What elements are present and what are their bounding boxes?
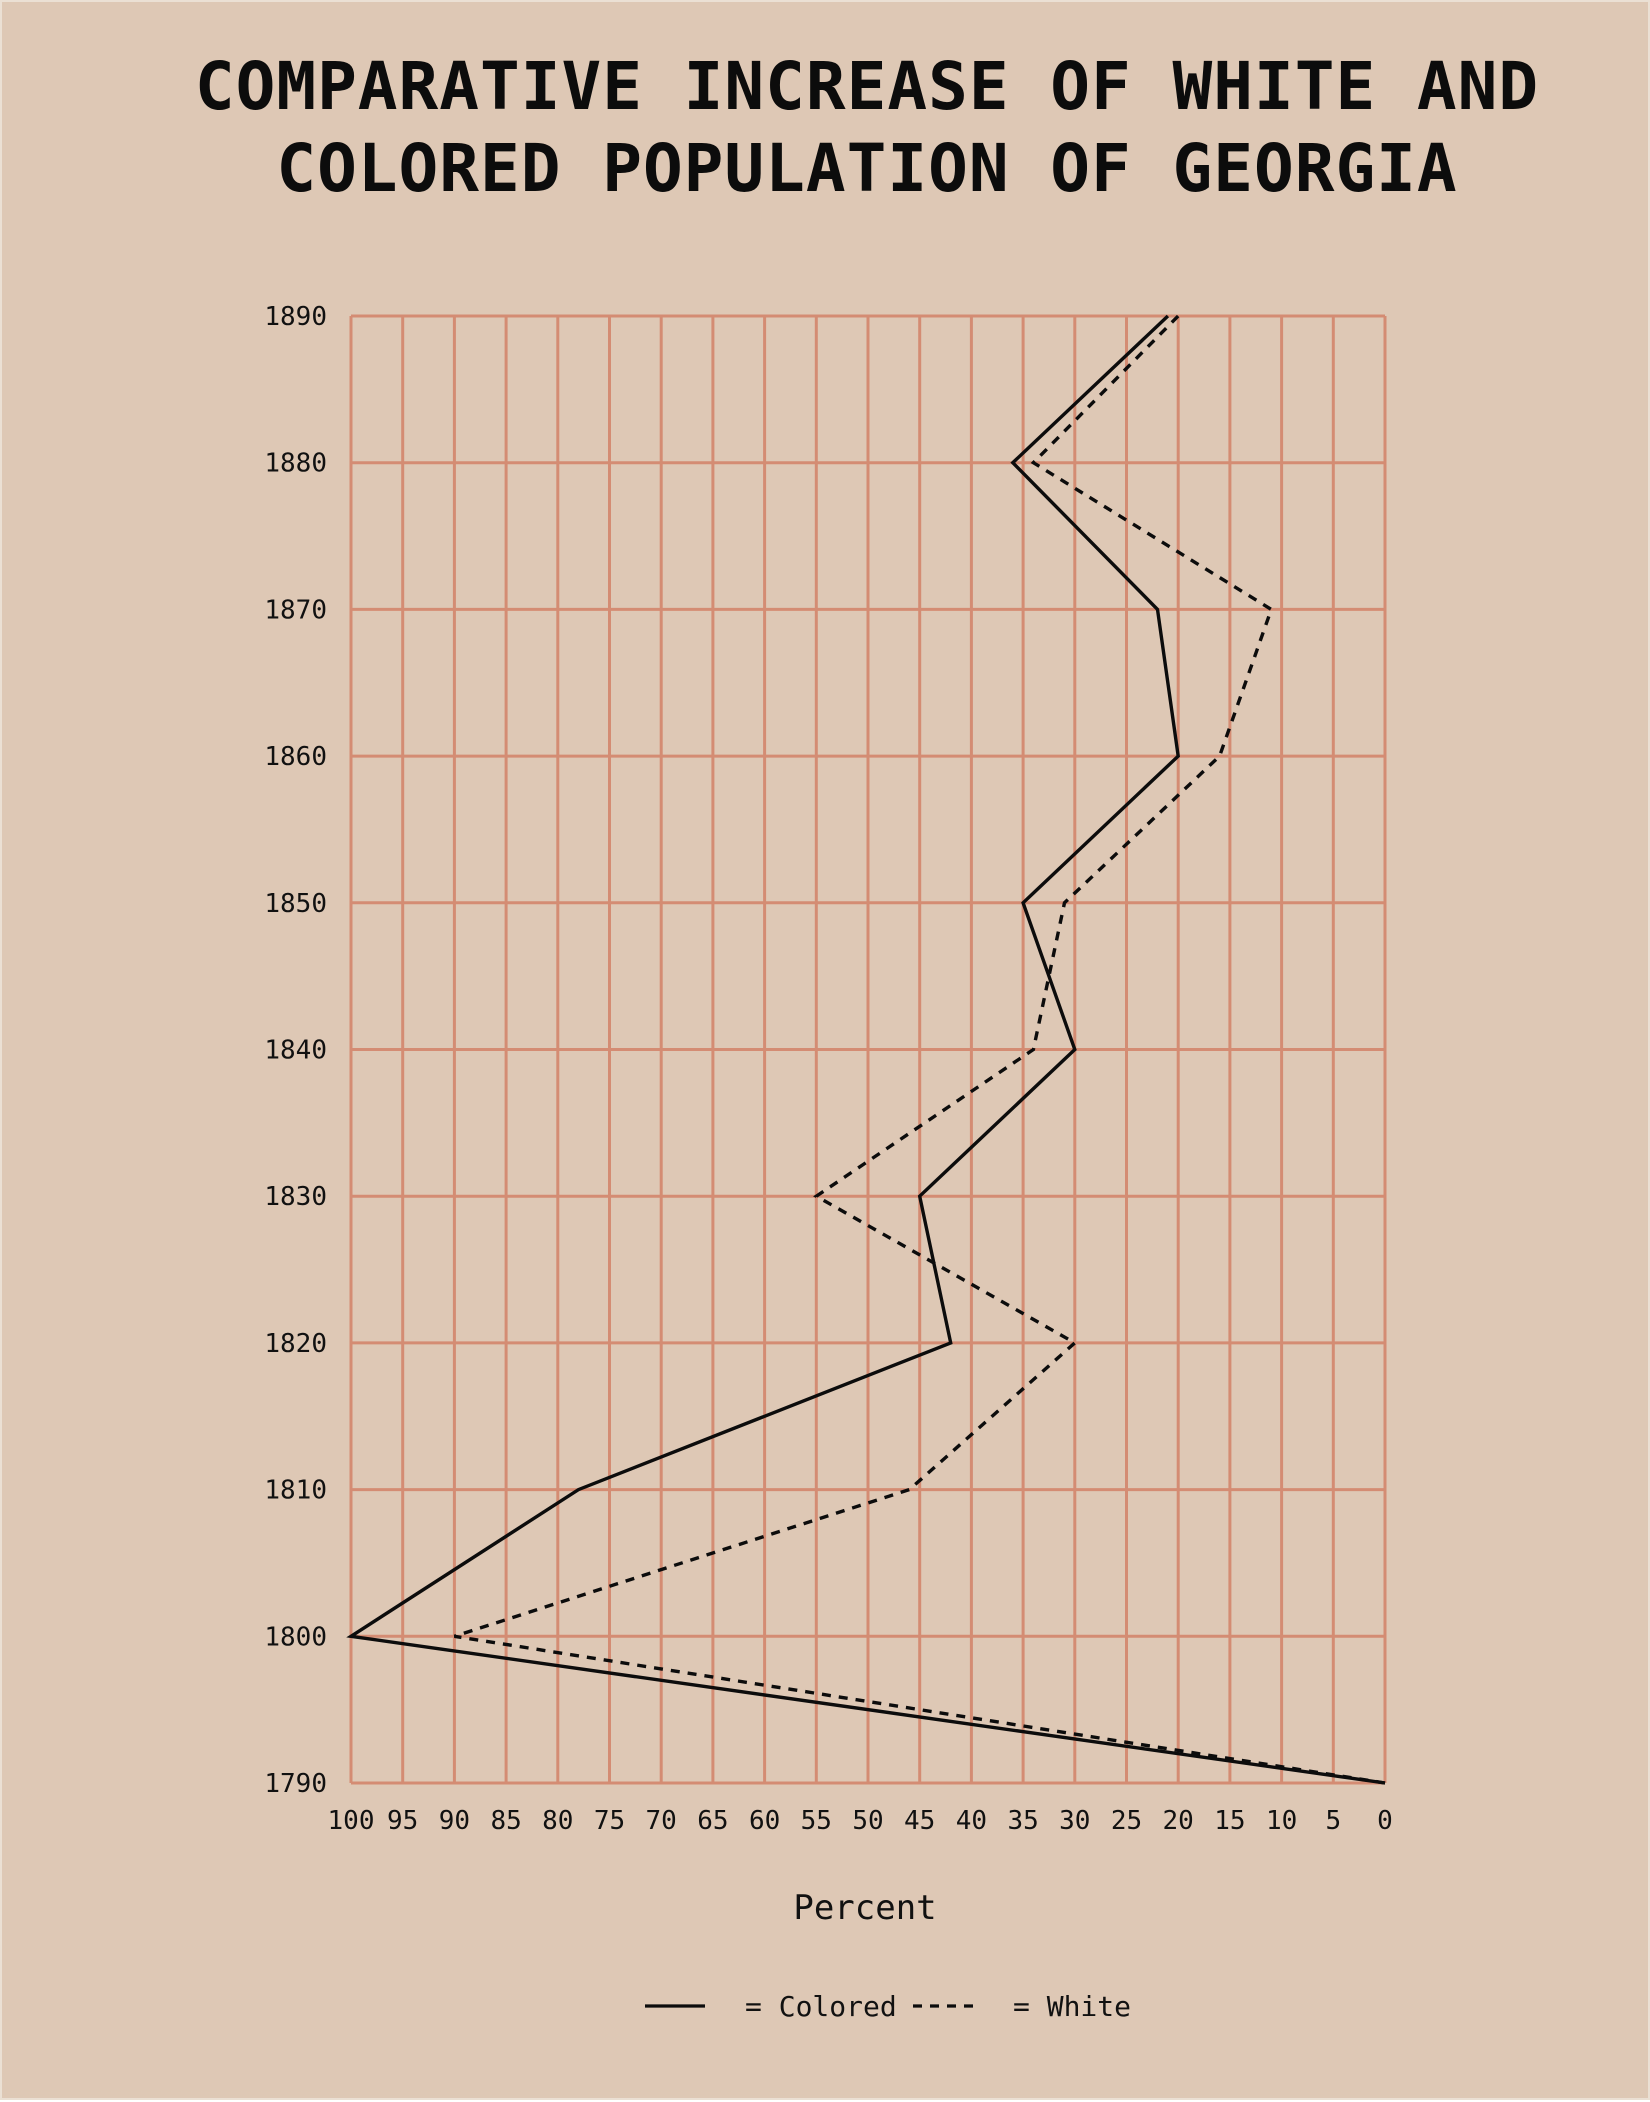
series-lines	[346, 314, 1386, 1785]
x-tick-label: 100	[328, 1806, 375, 1836]
legend: = Colored = White	[645, 1990, 1131, 2023]
x-tick-label: 80	[542, 1806, 573, 1836]
x-tick-label: 40	[956, 1806, 987, 1836]
x-tick-label: 60	[749, 1806, 780, 1836]
x-tick-label: 15	[1214, 1806, 1245, 1836]
x-tick-label: 30	[1059, 1806, 1090, 1836]
y-tick-labels: 1790 1800 1810 1820 1830 1840 1850 1860 1870 1880…	[264, 302, 327, 1799]
x-tick-label: 10	[1266, 1806, 1297, 1836]
x-tick-label: 90	[439, 1806, 470, 1836]
legend-label-white: = White	[1013, 1990, 1131, 2023]
x-tick-label: 70	[646, 1806, 677, 1836]
y-tick-label: 1790	[264, 1769, 327, 1799]
y-tick-label: 1870	[264, 595, 327, 625]
x-axis-title: Percent	[793, 1888, 936, 1928]
y-tick-label: 1880	[264, 449, 327, 479]
y-tick-label: 1820	[264, 1329, 327, 1359]
x-tick-label: 95	[387, 1806, 418, 1836]
x-tick-label: 25	[1111, 1806, 1142, 1836]
x-tick-label: 85	[490, 1806, 521, 1836]
x-tick-label: 45	[904, 1806, 935, 1836]
x-tick-label: 35	[1007, 1806, 1038, 1836]
x-tick-label: 75	[594, 1806, 625, 1836]
x-tick-label: 55	[801, 1806, 832, 1836]
y-tick-label: 1850	[264, 889, 327, 919]
x-tick-label: 65	[697, 1806, 728, 1836]
x-tick-label: 5	[1325, 1806, 1341, 1836]
x-tick-label: 20	[1163, 1806, 1194, 1836]
legend-label-colored: = Colored	[745, 1990, 897, 2023]
x-tick-labels: 100 95 90 85 80 75 70 65 60 55 50 45 40 35 30 25 20 15 10 5…	[328, 1806, 1393, 1836]
y-tick-label: 1860	[264, 742, 327, 772]
y-tick-label: 1800	[264, 1622, 327, 1652]
chart-title: COMPARATIVE INCREASE OF WHITE AND COLORE…	[194, 48, 1540, 207]
x-tick-label: 50	[852, 1806, 883, 1836]
series-line-colored	[346, 314, 1386, 1785]
y-tick-label: 1830	[264, 1182, 327, 1212]
y-tick-label: 1890	[264, 302, 327, 332]
x-tick-label: 0	[1377, 1806, 1393, 1836]
y-tick-label: 1840	[264, 1036, 327, 1066]
y-tick-label: 1810	[264, 1476, 327, 1506]
series-line-white	[453, 314, 1386, 1785]
grid	[349, 314, 1387, 1785]
